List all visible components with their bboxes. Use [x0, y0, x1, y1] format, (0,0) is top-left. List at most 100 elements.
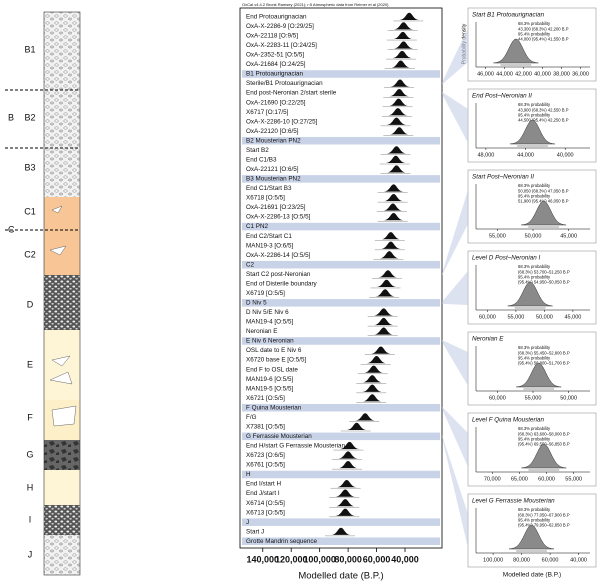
panel-note: 95.4% probability	[518, 437, 551, 442]
stratum-label: E	[27, 359, 33, 369]
density-curve	[521, 443, 567, 469]
stratum-label: G	[26, 449, 33, 459]
row-label: OxA-21691 [O:23/25]	[246, 204, 306, 211]
distribution	[338, 451, 359, 459]
panel-title: Level F Quina Mousterian	[472, 417, 544, 424]
row-label: End Protoaurignacian	[246, 13, 307, 20]
distribution	[388, 98, 409, 106]
row-label: Neronian E	[246, 328, 278, 335]
distribution	[376, 279, 397, 287]
row-label: MAN19-6 [O:5/5]	[246, 376, 293, 383]
row-label: OxA-X-2286-13 [O:5/5]	[246, 214, 311, 221]
row-label: End of Disterile boundary	[246, 280, 318, 287]
distribution	[390, 60, 411, 68]
row-label: OxA-22120 [O:6/5]	[246, 128, 299, 135]
phase-label: B2 Mousterian PN2	[246, 137, 301, 144]
distribution	[393, 22, 414, 30]
distribution	[387, 108, 408, 116]
phase-label: J	[246, 519, 249, 526]
connector	[442, 435, 468, 548]
row-label: OxA-22118 [O:9/5]	[246, 33, 298, 40]
x-tick-label: 120,000	[275, 554, 308, 564]
phase-label: D Niv 5	[246, 300, 267, 307]
x-tick-label: 80,000	[334, 554, 362, 564]
density-curve	[507, 281, 553, 307]
row-label: X6721 [O:5/5]	[246, 395, 285, 402]
stratum-label: B3	[24, 162, 35, 172]
panel-title: Start B1 Protoaurignacian	[472, 12, 545, 19]
x-tick-label: 40,000	[391, 554, 419, 564]
distribution	[390, 79, 411, 87]
phase-label: H	[246, 471, 251, 478]
row-label: OxA-2352-51 [O:5/5]	[246, 52, 304, 59]
panel-x-tick-label: 44,000	[496, 71, 513, 77]
row-label: MAN19-4 [O:5/5]	[246, 319, 293, 326]
stratum-j	[44, 535, 80, 575]
row-label: End C1/Start B3	[246, 185, 292, 192]
row-label: OxA-21684 [O:24/25]	[246, 61, 306, 68]
distribution	[389, 127, 410, 135]
stratum-label: I	[29, 514, 32, 524]
panel-x-tick-label: 55,000	[489, 233, 506, 239]
connector	[442, 190, 468, 276]
panel-note: 68.3% probability	[518, 345, 551, 350]
panel-note: 44,000 (95.4%) 41,550 B.P	[518, 37, 569, 42]
panel-title: Neronian E	[472, 336, 504, 343]
distribution	[385, 155, 406, 164]
panel-x-tick-label: 55,000	[507, 314, 524, 320]
panel-x-tick-label: 40,000	[570, 557, 587, 563]
distribution	[346, 422, 367, 431]
row-label: End I/start H	[246, 481, 281, 488]
row-label: End C1/B3	[246, 156, 277, 163]
phase-band	[242, 175, 440, 183]
panel-note: 68.3% probability	[518, 426, 551, 431]
distribution	[363, 365, 384, 373]
panel-note: (68.3%) 55,450–52,800 B.P	[518, 350, 570, 355]
stratum-label: D	[27, 299, 34, 309]
distribution	[392, 50, 413, 59]
panel-x-tick-label: 60,000	[479, 314, 496, 320]
row-label: X6761 [O:5/5]	[246, 462, 285, 469]
distribution	[386, 165, 407, 173]
panel-note: 95.4% probability	[518, 32, 551, 37]
panel-note: 68.3% probability	[518, 264, 551, 269]
row-label: X6719 [O:5/5]	[246, 290, 285, 297]
phase-label: F Quina Mousterian	[246, 404, 302, 411]
distribution	[380, 241, 401, 249]
stratum-label: H	[27, 482, 34, 492]
stratum-label: F	[27, 412, 33, 422]
panel-x-tick-label: 60,000	[538, 476, 555, 482]
phase-band	[242, 136, 440, 145]
panel-x-tick-label: 48,000	[477, 152, 494, 158]
panel-note: (95.4%) 79,950–62,850 B.P	[518, 523, 570, 528]
phase-label: B1 Protoaurignacian	[246, 71, 304, 78]
panel-note: 50,050 (68.3%) 47,050 B.P	[518, 188, 569, 193]
distribution	[379, 251, 400, 259]
density-curve	[493, 38, 539, 64]
density-curve	[516, 362, 562, 388]
distribution	[338, 460, 359, 469]
stratum-h	[44, 470, 80, 505]
distribution	[373, 308, 394, 316]
phase-band	[242, 537, 440, 545]
panel-note: (68.3%) 63,600–58,000 B.P	[518, 431, 570, 436]
panel-x-tick-label: 65,000	[511, 476, 528, 482]
panel-x-tick-label: 46,000	[477, 71, 494, 77]
row-label: X6714 [O:5/5]	[246, 500, 285, 507]
stratum-i	[44, 505, 80, 535]
distribution	[392, 31, 413, 40]
panel-note: 95.4% probability	[518, 356, 551, 361]
panel-x-tick-label: 38,000	[553, 71, 570, 77]
stratum-label: J	[28, 549, 33, 559]
panel-note: 44,500 (95.4%) 42,250 B.P	[518, 118, 569, 123]
row-label: OxA-X-2286-14 [O:5/5]	[246, 252, 311, 259]
row-label: Start C2 post-Neronian	[246, 271, 311, 278]
panel-x-tick-label: 55,000	[525, 395, 542, 401]
distribution	[370, 346, 391, 354]
panel-x-label: Modelled date (B.P.)	[503, 572, 561, 579]
distribution	[386, 146, 407, 154]
phase-band	[242, 518, 440, 526]
row-label: MAN19-5 [O:5/5]	[246, 385, 293, 392]
row-label: X6713 [O:5/5]	[246, 509, 285, 516]
panel-frame	[467, 169, 597, 244]
